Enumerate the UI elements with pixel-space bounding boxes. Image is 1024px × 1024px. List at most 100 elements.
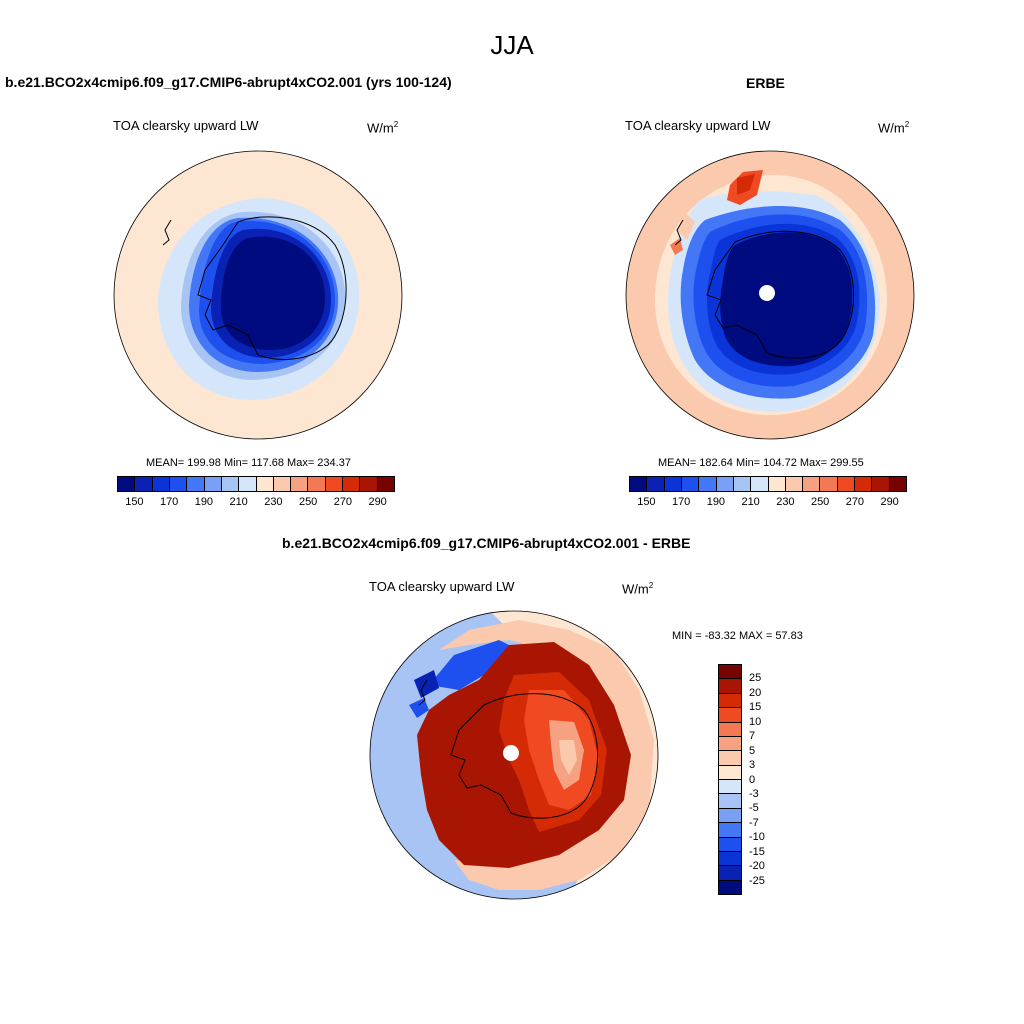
obs-panel-title: ERBE (746, 75, 785, 91)
obs-colorbar-swatch (820, 477, 838, 491)
diff-colorbar-tick-label: 10 (749, 715, 762, 728)
obs-colorbar-tick-label: 230 (776, 496, 795, 508)
model-colorbar-swatch (135, 477, 153, 491)
model-variable-label: TOA clearsky upward LW (113, 118, 259, 133)
obs-colorbar-swatch (699, 477, 717, 491)
model-colorbar-swatch (308, 477, 326, 491)
model-colorbar-swatch (118, 477, 136, 491)
diff-colorbar-tick-label: -7 (749, 816, 759, 829)
diff-colorbar-tick-label: -25 (749, 874, 765, 887)
model-colorbar-swatch (169, 477, 188, 491)
model-colorbar-tick-label: 270 (333, 496, 353, 508)
figure-title: JJA (490, 30, 534, 60)
obs-colorbar-swatch (630, 477, 648, 491)
diff-colorbar-swatch (719, 679, 741, 694)
obs-colorbar-swatch (733, 477, 752, 491)
obs-colorbar-swatch (855, 477, 873, 491)
model-colorbar-swatch (291, 477, 309, 491)
model-colorbar-swatch (273, 477, 292, 491)
model-colorbar-swatch (377, 477, 394, 491)
model-panel-title: b.e21.BCO2x4cmip6.f09_g17.CMIP6-abrupt4x… (5, 74, 452, 90)
diff-colorbar-tick-label: 0 (749, 773, 756, 786)
obs-colorbar-swatch (803, 477, 821, 491)
obs-units-label: W/m2 (878, 120, 910, 136)
obs-colorbar-swatch (664, 477, 682, 491)
obs-colorbar-tick-label: 190 (706, 496, 726, 508)
diff-colorbar-tick-label: -5 (749, 802, 759, 815)
diff-colorbar (718, 664, 742, 895)
diff-colorbar-swatch (719, 751, 741, 766)
obs-polar-map (625, 150, 915, 440)
model-colorbar-swatch (221, 477, 240, 491)
model-colorbar-swatch (239, 477, 257, 491)
obs-colorbar-swatch (785, 477, 804, 491)
diff-colorbar-tick-label: 20 (749, 686, 762, 699)
diff-colorbar-tick-label: -3 (749, 787, 759, 800)
diff-colorbar-tick-label: -15 (749, 845, 765, 858)
obs-stats: MEAN= 182.64 Min= 104.72 Max= 299.55 (658, 457, 864, 469)
diff-colorbar-swatch (719, 780, 741, 795)
obs-colorbar-swatch (837, 477, 856, 491)
diff-colorbar-swatch (719, 765, 741, 780)
diff-colorbar-swatch (719, 722, 741, 737)
model-colorbar-swatch (152, 477, 170, 491)
obs-colorbar-ticks: 150 170 190 210 230 250 270 290 (629, 496, 907, 510)
obs-colorbar-tick-label: 250 (810, 496, 830, 508)
diff-colorbar-ticks: 25 20 15 10 7 5 3 0 -3 -5 -7 -10 -15 -20 -25 (749, 664, 789, 895)
diff-colorbar-swatch (719, 837, 741, 852)
diff-colorbar-tick-label: 5 (749, 744, 756, 757)
model-colorbar-swatch (343, 477, 361, 491)
diff-colorbar-tick-label: 25 (749, 672, 762, 685)
obs-colorbar-swatch (751, 477, 769, 491)
model-colorbar-swatch (187, 477, 205, 491)
model-colorbar-swatch (204, 477, 222, 491)
diff-polar-map (369, 610, 659, 900)
diff-colorbar-swatch (719, 708, 741, 723)
model-colorbar-tick-label: 250 (298, 496, 318, 508)
model-colorbar-tick-label: 150 (125, 496, 144, 508)
obs-colorbar-tick-label: 170 (671, 496, 691, 508)
obs-colorbar (629, 476, 907, 492)
diff-units-label: W/m2 (622, 581, 654, 597)
diff-colorbar-swatch (719, 736, 741, 752)
obs-variable-label: TOA clearsky upward LW (625, 118, 771, 133)
diff-colorbar-swatch (719, 866, 741, 881)
diff-colorbar-swatch (719, 808, 741, 824)
model-colorbar-swatch (360, 477, 378, 491)
model-colorbar-tick-label: 170 (159, 496, 179, 508)
model-stats: MEAN= 199.98 Min= 117.68 Max= 234.37 (146, 457, 351, 469)
diff-colorbar-swatch (719, 794, 741, 809)
diff-stats: MIN = -83.32 MAX = 57.83 (672, 630, 803, 642)
obs-colorbar-swatch (716, 477, 734, 491)
diff-colorbar-tick-label: 7 (749, 730, 756, 743)
obs-colorbar-swatch (872, 477, 890, 491)
obs-colorbar-tick-label: 290 (880, 496, 899, 508)
diff-colorbar-swatch (719, 823, 741, 838)
model-units-label: W/m2 (367, 120, 399, 136)
diff-colorbar-tick-label: 15 (749, 701, 762, 714)
obs-colorbar-tick-label: 270 (845, 496, 865, 508)
diff-colorbar-swatch (719, 851, 741, 867)
model-colorbar-swatch (256, 477, 274, 491)
model-colorbar-swatch (325, 477, 344, 491)
model-polar-map (113, 150, 403, 440)
diff-colorbar-tick-label: -10 (749, 831, 765, 844)
obs-colorbar-tick-label: 150 (637, 496, 656, 508)
obs-colorbar-swatch (889, 477, 906, 491)
diff-panel-title: b.e21.BCO2x4cmip6.f09_g17.CMIP6-abrupt4x… (282, 535, 691, 551)
model-colorbar (117, 476, 395, 492)
obs-colorbar-tick-label: 210 (741, 496, 760, 508)
obs-colorbar-swatch (681, 477, 700, 491)
diff-colorbar-swatch (719, 665, 741, 680)
diff-colorbar-swatch (719, 693, 741, 709)
model-colorbar-tick-label: 230 (264, 496, 283, 508)
diff-variable-label: TOA clearsky upward LW (369, 579, 515, 594)
obs-colorbar-swatch (768, 477, 786, 491)
model-colorbar-tick-label: 290 (368, 496, 387, 508)
diff-colorbar-tick-label: -20 (749, 860, 765, 873)
model-colorbar-tick-label: 210 (229, 496, 248, 508)
diff-colorbar-tick-label: 3 (749, 759, 756, 772)
model-colorbar-ticks: 150 170 190 210 230 250 270 290 (117, 496, 395, 510)
model-colorbar-tick-label: 190 (194, 496, 214, 508)
diff-colorbar-swatch (719, 880, 741, 894)
